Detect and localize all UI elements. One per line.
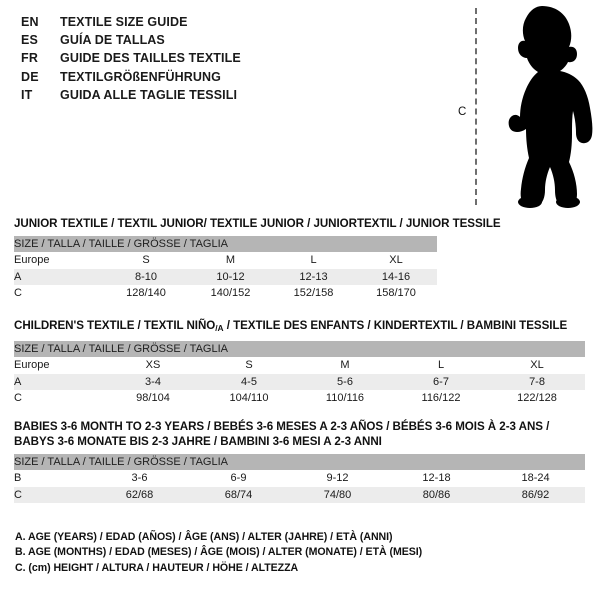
language-code-it: IT xyxy=(21,87,33,102)
band-label-children: SIZE / TALLA / TAILLE / GRÖSSE / TAGLIA xyxy=(14,341,586,357)
toddler-silhouette-icon xyxy=(508,6,593,208)
table-junior-sizes: SIZE / TALLA / TAILLE / GRÖSSE / TAGLIA … xyxy=(14,236,437,302)
table-row: B 3-6 6-9 9-12 12-18 18-24 24-36 xyxy=(14,470,586,487)
cell-value: 6-7 xyxy=(393,373,489,390)
height-dashed-line xyxy=(475,8,477,205)
language-row-de: DE TEXTILGRÖßENFÜHRUNG xyxy=(21,68,421,86)
height-marker-label: C xyxy=(458,106,467,118)
language-code-de: DE xyxy=(21,69,39,84)
cell-value: 7-8 xyxy=(489,373,586,390)
cell-value: 9-12 xyxy=(288,470,387,487)
cell-value: 6-9 xyxy=(189,470,288,487)
legend-line-b: B. AGE (MONTHS) / EDAD (MESES) / ÂGE (MO… xyxy=(15,546,423,559)
table-row: C 98/104 104/110 110/116 116/122 122/128 xyxy=(14,390,586,407)
cell-value: 80/86 xyxy=(387,486,486,503)
cell-value: 158/170 xyxy=(355,285,437,302)
cell-value: 10-12 xyxy=(189,268,272,285)
section-title-children-post: / TEXTILE DES ENFANTS / KINDERTEXTIL / B… xyxy=(223,319,568,332)
cell-value: XL xyxy=(355,252,437,269)
language-code-es: ES xyxy=(21,33,39,48)
cell-value: S xyxy=(201,357,297,374)
table-row: C 62/68 68/74 74/80 80/86 86/92 92/98 xyxy=(14,486,586,503)
height-measurement-figure: C xyxy=(440,0,600,212)
cell-value: 5-6 xyxy=(297,373,393,390)
cell-value: 140/152 xyxy=(189,285,272,302)
language-row-it: IT GUIDA ALLE TAGLIE TESSILI xyxy=(21,86,421,104)
cell-value: 8-10 xyxy=(103,268,189,285)
cell-value: M xyxy=(189,252,272,269)
table-row: Europe XS S M L XL xyxy=(14,357,586,374)
section-title-junior: JUNIOR TEXTILE / TEXTIL JUNIOR/ TEXTILE … xyxy=(14,217,501,230)
cell-value: 104/110 xyxy=(201,390,297,407)
table-row: Europe S M L XL xyxy=(14,252,437,269)
cell-value: 3-4 xyxy=(105,373,201,390)
cell-value: XL xyxy=(489,357,586,374)
legend-block: A. AGE (YEARS) / EDAD (AÑOS) / ÂGE (ANS)… xyxy=(15,530,422,576)
section-title-children: CHILDREN'S TEXTILE / TEXTIL NIÑO/A / TEX… xyxy=(14,318,585,336)
language-code-fr: FR xyxy=(21,51,39,66)
section-children-textile: CHILDREN'S TEXTILE / TEXTIL NIÑO/A / TEX… xyxy=(14,318,586,407)
legend-line-a: A. AGE (YEARS) / EDAD (AÑOS) / ÂGE (ANS)… xyxy=(15,531,393,543)
guide-title-fr: GUIDE DES TAILLES TEXTILE xyxy=(60,51,241,66)
table-row: C 128/140 140/152 152/158 158/170 xyxy=(14,285,437,302)
legend-line-c: C. (cm) HEIGHT / ALTURA / HAUTEUR / HÖHE… xyxy=(15,561,299,574)
language-row-fr: FR GUIDE DES TAILLES TEXTILE xyxy=(21,49,421,67)
cell-value: 3-6 xyxy=(90,470,189,487)
cell-value: 116/122 xyxy=(393,390,489,407)
cell-value: 62/68 xyxy=(90,486,189,503)
guide-title-it: GUIDA ALLE TAGLIE TESSILI xyxy=(60,87,238,102)
row-label-c: C xyxy=(14,285,103,302)
row-label-c: C xyxy=(14,390,105,407)
row-label-b: B xyxy=(14,470,90,487)
section-junior-textile: JUNIOR TEXTILE / TEXTIL JUNIOR/ TEXTILE … xyxy=(14,216,501,302)
row-label-europe: Europe xyxy=(14,357,105,374)
cell-value: S xyxy=(103,252,189,269)
table-band-row-junior: SIZE / TALLA / TAILLE / GRÖSSE / TAGLIA xyxy=(14,236,437,252)
cell-value: 110/116 xyxy=(297,390,393,407)
cell-value: L xyxy=(272,252,355,269)
table-row: A 3-4 4-5 5-6 6-7 7-8 xyxy=(14,373,586,390)
language-code-en: EN xyxy=(21,15,39,29)
table-band-row-babies: SIZE / TALLA / TAILLE / GRÖSSE / TAGLIA xyxy=(14,454,586,470)
section-title-babies-line2: BABYS 3-6 MONATE BIS 2-3 JAHRE / BAMBINI… xyxy=(14,435,382,448)
cell-value: 98/104 xyxy=(105,390,201,407)
language-title-block: EN TEXTILE SIZE GUIDE ES GUÍA DE TALLAS … xyxy=(21,13,421,104)
section-babies-textile: BABIES 3-6 MONTH TO 2-3 YEARS / BEBÉS 3-… xyxy=(14,419,586,503)
cell-value: XS xyxy=(105,357,201,374)
cell-value: 152/158 xyxy=(272,285,355,302)
cell-value: L xyxy=(393,357,489,374)
cell-value: 128/140 xyxy=(103,285,189,302)
section-title-babies-line1: BABIES 3-6 MONTH TO 2-3 YEARS / BEBÉS 3-… xyxy=(14,420,550,433)
cell-value: 12-18 xyxy=(387,470,486,487)
band-label-babies: SIZE / TALLA / TAILLE / GRÖSSE / TAGLIA xyxy=(14,454,586,470)
section-title-children-pre: CHILDREN'S TEXTILE / TEXTIL NIÑO xyxy=(14,319,216,332)
cell-value: 18-24 xyxy=(486,470,586,487)
guide-title-es: GUÍA DE TALLAS xyxy=(60,33,165,48)
table-children-sizes: SIZE / TALLA / TAILLE / GRÖSSE / TAGLIA … xyxy=(14,341,586,407)
language-row-en: EN TEXTILE SIZE GUIDE xyxy=(21,13,421,31)
cell-value: 86/92 xyxy=(486,486,586,503)
table-band-row-children: SIZE / TALLA / TAILLE / GRÖSSE / TAGLIA xyxy=(14,341,586,357)
row-label-europe: Europe xyxy=(14,252,103,269)
guide-title-de: TEXTILGRÖßENFÜHRUNG xyxy=(60,69,221,84)
row-label-a: A xyxy=(14,373,105,390)
band-label-junior: SIZE / TALLA / TAILLE / GRÖSSE / TAGLIA xyxy=(14,236,437,252)
cell-value: 4-5 xyxy=(201,373,297,390)
cell-value: 68/74 xyxy=(189,486,288,503)
table-row: A 8-10 10-12 12-13 14-16 xyxy=(14,268,437,285)
row-label-a: A xyxy=(14,268,103,285)
guide-title-en: TEXTILE SIZE GUIDE xyxy=(60,15,188,29)
table-babies-sizes: SIZE / TALLA / TAILLE / GRÖSSE / TAGLIA … xyxy=(14,454,586,503)
cell-value: 74/80 xyxy=(288,486,387,503)
language-row-es: ES GUÍA DE TALLAS xyxy=(21,31,421,49)
cell-value: M xyxy=(297,357,393,374)
cell-value: 122/128 xyxy=(489,390,586,407)
cell-value: 14-16 xyxy=(355,268,437,285)
section-title-children-sub: /A xyxy=(215,323,224,333)
cell-value: 12-13 xyxy=(272,268,355,285)
row-label-c: C xyxy=(14,486,90,503)
